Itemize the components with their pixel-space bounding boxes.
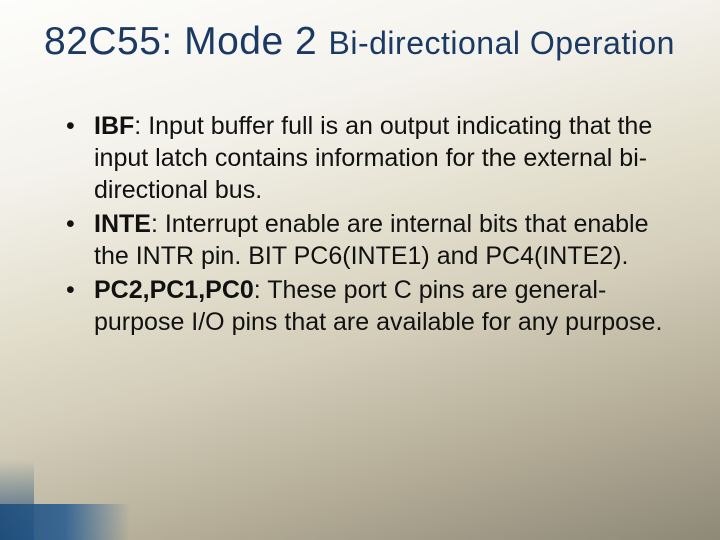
- bullet-term: PC2,PC1,PC0: [94, 276, 254, 304]
- list-item: PC2,PC1,PC0: These port C pins are gener…: [60, 274, 668, 338]
- bullet-sep: :: [151, 210, 165, 238]
- bullet-term: IBF: [94, 112, 134, 140]
- bullet-term: INTE: [94, 210, 151, 238]
- bullet-desc: Input buffer full is an output indicatin…: [94, 112, 652, 204]
- bullet-desc: Interrupt enable are internal bits that …: [94, 210, 649, 270]
- accent-bar-horizontal: [0, 504, 130, 540]
- list-item: INTE: Interrupt enable are internal bits…: [60, 208, 668, 272]
- slide-body: IBF: Input buffer full is an output indi…: [60, 110, 668, 340]
- title-main: 82C55: Mode 2: [44, 20, 329, 63]
- slide: 82C55: Mode 2 Bi-directional Operation I…: [0, 0, 720, 540]
- bullet-list: IBF: Input buffer full is an output indi…: [60, 110, 668, 338]
- list-item: IBF: Input buffer full is an output indi…: [60, 110, 668, 206]
- slide-title: 82C55: Mode 2 Bi-directional Operation: [44, 20, 680, 64]
- bullet-sep: :: [254, 276, 267, 304]
- bullet-sep: :: [134, 112, 148, 140]
- title-sub: Bi-directional Operation: [329, 25, 675, 61]
